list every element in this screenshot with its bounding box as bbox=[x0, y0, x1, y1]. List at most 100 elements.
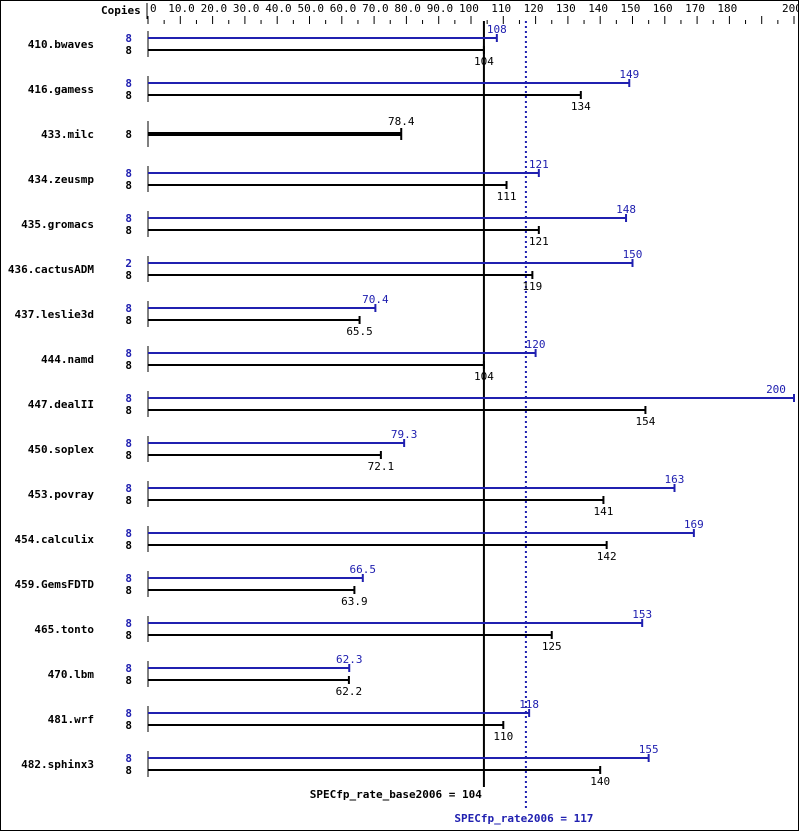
peak-value-label: 108 bbox=[487, 23, 507, 36]
peak-copies: 8 bbox=[125, 662, 132, 675]
benchmark-label: 435.gromacs bbox=[21, 218, 94, 231]
peak-copies: 8 bbox=[125, 482, 132, 495]
benchmark-label: 434.zeusmp bbox=[28, 173, 95, 186]
benchmark-label: 482.sphinx3 bbox=[21, 758, 94, 771]
peak-value-label: 153 bbox=[632, 608, 652, 621]
tick-label: 100 bbox=[459, 2, 479, 15]
peak-copies: 8 bbox=[125, 707, 132, 720]
benchmark-label: 416.gamess bbox=[28, 83, 94, 96]
peak-copies: 8 bbox=[125, 572, 132, 585]
base-value-label: 140 bbox=[590, 775, 610, 788]
benchmark-label: 465.tonto bbox=[34, 623, 94, 636]
peak-copies: 8 bbox=[125, 437, 132, 450]
peak-value-label: 163 bbox=[665, 473, 685, 486]
tick-label: 180 bbox=[717, 2, 737, 15]
benchmark-label: 450.soplex bbox=[28, 443, 95, 456]
peak-value-label: 70.4 bbox=[362, 293, 389, 306]
tick-label: 160 bbox=[653, 2, 673, 15]
base-value-label: 104 bbox=[474, 370, 494, 383]
benchmark-label: 459.GemsFDTD bbox=[15, 578, 95, 591]
base-value-label: 142 bbox=[597, 550, 617, 563]
tick-label: 150 bbox=[621, 2, 641, 15]
peak-copies: 8 bbox=[125, 32, 132, 45]
benchmark-label: 410.bwaves bbox=[28, 38, 94, 51]
base-value-label: 111 bbox=[497, 190, 517, 203]
base-value-label: 104 bbox=[474, 55, 494, 68]
benchmark-label: 433.milc bbox=[41, 128, 94, 141]
base-copies: 8 bbox=[125, 128, 132, 141]
tick-label: 20.0 bbox=[201, 2, 228, 15]
peak-copies: 8 bbox=[125, 212, 132, 225]
peak-value-label: 200 bbox=[766, 383, 786, 396]
base-value-label: 72.1 bbox=[368, 460, 395, 473]
benchmark-label: 470.lbm bbox=[48, 668, 95, 681]
base-value-label: 110 bbox=[493, 730, 513, 743]
base-copies: 8 bbox=[125, 404, 132, 417]
base-copies: 8 bbox=[125, 719, 132, 732]
base-value-label: 62.2 bbox=[336, 685, 363, 698]
peak-copies: 2 bbox=[125, 257, 132, 270]
peak-copies: 8 bbox=[125, 617, 132, 630]
base-value-label: 119 bbox=[522, 280, 542, 293]
tick-label: 90.0 bbox=[427, 2, 454, 15]
peak-value-label: 62.3 bbox=[336, 653, 363, 666]
base-copies: 8 bbox=[125, 539, 132, 552]
base-value-label: 78.4 bbox=[388, 115, 415, 128]
tick-label: 10.0 bbox=[168, 2, 195, 15]
peak-copies: 8 bbox=[125, 167, 132, 180]
base-copies: 8 bbox=[125, 584, 132, 597]
base-value-label: 63.9 bbox=[341, 595, 368, 608]
peak-value-label: 148 bbox=[616, 203, 636, 216]
peak-value-label: 150 bbox=[623, 248, 643, 261]
base-copies: 8 bbox=[125, 44, 132, 57]
base-copies: 8 bbox=[125, 314, 132, 327]
base-value-label: 121 bbox=[529, 235, 549, 248]
base-value-label: 134 bbox=[571, 100, 591, 113]
tick-label: 170 bbox=[685, 2, 705, 15]
tick-label: 30.0 bbox=[233, 2, 260, 15]
base-copies: 8 bbox=[125, 494, 132, 507]
peak-value-label: 149 bbox=[619, 68, 639, 81]
base-copies: 8 bbox=[125, 629, 132, 642]
base-copies: 8 bbox=[125, 764, 132, 777]
copies-header: Copies bbox=[101, 4, 141, 17]
tick-label: 80.0 bbox=[394, 2, 421, 15]
base-value-label: 141 bbox=[593, 505, 613, 518]
base-copies: 8 bbox=[125, 89, 132, 102]
peak-copies: 8 bbox=[125, 527, 132, 540]
peak-value-label: 66.5 bbox=[350, 563, 377, 576]
tick-label: 120 bbox=[524, 2, 544, 15]
tick-label: 140 bbox=[588, 2, 608, 15]
benchmark-label: 453.povray bbox=[28, 488, 95, 501]
base-summary-label: SPECfp_rate_base2006 = 104 bbox=[310, 788, 483, 801]
peak-copies: 8 bbox=[125, 392, 132, 405]
base-copies: 8 bbox=[125, 179, 132, 192]
peak-copies: 8 bbox=[125, 302, 132, 315]
base-copies: 8 bbox=[125, 449, 132, 462]
base-value-label: 65.5 bbox=[346, 325, 373, 338]
peak-copies: 8 bbox=[125, 77, 132, 90]
tick-label: 40.0 bbox=[265, 2, 292, 15]
benchmark-label: 481.wrf bbox=[48, 713, 94, 726]
peak-copies: 8 bbox=[125, 752, 132, 765]
tick-label: 50.0 bbox=[298, 2, 325, 15]
base-copies: 8 bbox=[125, 224, 132, 237]
peak-value-label: 121 bbox=[529, 158, 549, 171]
benchmark-label: 454.calculix bbox=[15, 533, 95, 546]
tick-label: 60.0 bbox=[330, 2, 357, 15]
peak-value-label: 118 bbox=[519, 698, 539, 711]
tick-label: 0 bbox=[150, 2, 157, 15]
peak-copies: 8 bbox=[125, 347, 132, 360]
base-value-label: 125 bbox=[542, 640, 562, 653]
benchmark-label: 447.dealII bbox=[28, 398, 94, 411]
peak-value-label: 120 bbox=[526, 338, 546, 351]
peak-value-label: 79.3 bbox=[391, 428, 418, 441]
peak-value-label: 169 bbox=[684, 518, 704, 531]
peak-value-label: 155 bbox=[639, 743, 659, 756]
base-copies: 8 bbox=[125, 359, 132, 372]
base-copies: 8 bbox=[125, 269, 132, 282]
benchmark-label: 444.namd bbox=[41, 353, 94, 366]
base-copies: 8 bbox=[125, 674, 132, 687]
